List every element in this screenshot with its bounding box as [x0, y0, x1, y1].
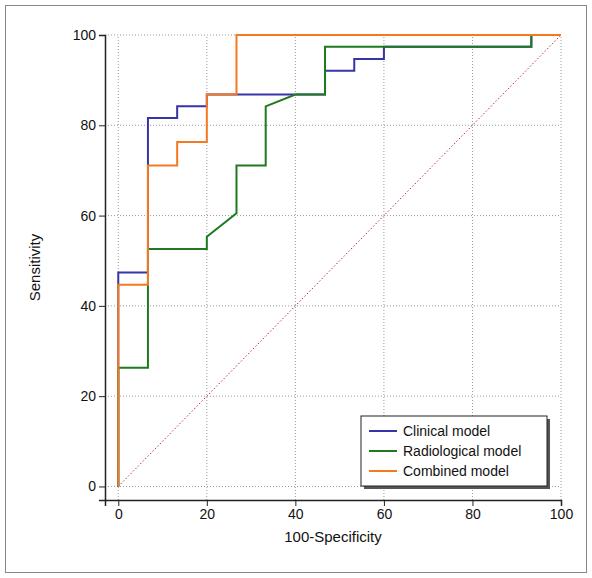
tick: 60: [377, 500, 393, 522]
tick-label: 100: [550, 506, 574, 522]
legend-label: Clinical model: [403, 423, 490, 439]
tick-label: 100: [73, 27, 97, 43]
tick-mark: [99, 35, 105, 36]
tick-label: 60: [377, 506, 393, 522]
tick: 20: [80, 388, 105, 404]
tick: 100: [73, 27, 105, 43]
tick: 0: [88, 478, 105, 494]
axis-line: [99, 36, 106, 501]
tick: 40: [288, 500, 304, 522]
tick-mark: [99, 306, 105, 307]
axis-line: [106, 501, 562, 507]
tick-label: 80: [80, 117, 96, 133]
reference-line: [118, 35, 561, 486]
tick: 20: [200, 500, 216, 522]
legend: Clinical model Radiological model Combined…: [361, 416, 550, 489]
legend-swatch: [369, 450, 397, 452]
grid-line-x: [561, 35, 562, 500]
tick-label: 60: [80, 208, 96, 224]
tick-mark: [99, 486, 105, 487]
tick-label: 20: [200, 506, 216, 522]
outer-frame: [6, 6, 587, 573]
tick: 60: [80, 208, 105, 224]
plot-area: [118, 35, 561, 486]
tick-label: 40: [80, 298, 96, 314]
x-axis-title: 100-Specificity: [284, 528, 382, 545]
tick-label: 0: [88, 478, 96, 494]
tick: 80: [80, 117, 105, 133]
roc-curve: [118, 35, 561, 486]
legend-label: Radiological model: [403, 443, 521, 459]
tick: 80: [465, 500, 481, 522]
roc-curve: [118, 35, 561, 486]
grid-line-x: [295, 35, 296, 500]
tick-mark: [99, 125, 105, 126]
legend-swatch: [369, 430, 397, 432]
tick: 0: [115, 500, 123, 522]
tick-label: 40: [288, 506, 304, 522]
tick-label: 20: [80, 388, 96, 404]
grid-line-y: [105, 305, 561, 306]
tick-mark: [99, 396, 105, 397]
tick: 100: [550, 500, 574, 522]
legend-box: [361, 416, 547, 486]
grid-line-y: [105, 396, 561, 397]
y-axis-title: Sensitivity: [26, 233, 43, 301]
tick-mark: [99, 216, 105, 217]
roc-curve: [118, 35, 561, 486]
x-axis: 0 20 40 60 80 100: [106, 500, 574, 522]
chart: 0 20 40 60 80 100 0 20 40 60 80 100 100-Specificity S…: [0, 0, 592, 578]
grid-line-y: [105, 125, 561, 126]
tick-label: 80: [465, 506, 481, 522]
legend-label: Combined model: [403, 463, 509, 479]
tick-label: 0: [115, 506, 123, 522]
y-axis: 0 20 40 60 80 100: [73, 27, 106, 501]
legend-swatch: [369, 470, 397, 472]
tick: 40: [80, 298, 105, 314]
grid-line-y: [105, 215, 561, 216]
grid: [105, 35, 561, 500]
